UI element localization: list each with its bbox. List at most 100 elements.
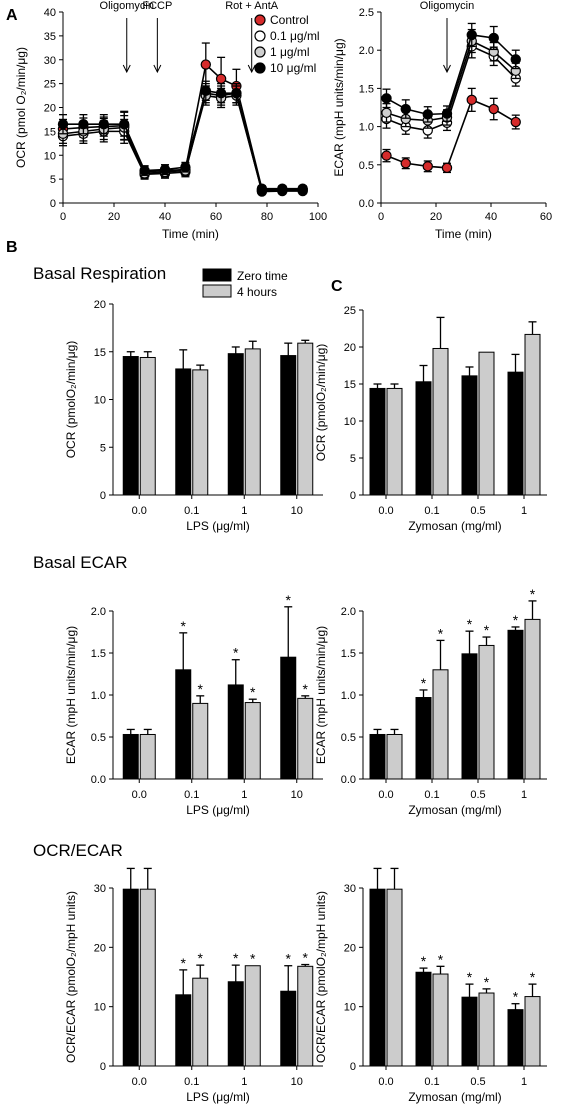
y-tick-label: 10 [94,1002,106,1014]
x-tick-label: 40 [159,211,171,223]
annotation-label: Oligomycin [100,0,154,12]
x-tick-label: 0 [378,211,384,223]
bar [192,702,209,780]
significance-star: * [484,622,490,638]
legend-marker [254,14,266,26]
x-tick-label: 40 [485,211,497,223]
x-tick-label: 100 [309,211,327,223]
legend-marker [254,30,266,42]
significance-star: * [467,616,473,632]
y-tick-label: 0.0 [341,774,356,786]
significance-star: * [181,955,187,971]
bar [244,702,261,780]
chart-a-right: 0.0 0.5 1.0 1.5 2.0 2.5 0 20 40 60 ECAR (mpH units… [332,0,552,241]
y-tick-label: 1.0 [341,690,356,702]
annotation-label: FCCP [142,0,172,12]
annotation-arrowhead [153,64,162,74]
data-point [488,103,499,115]
y-tick-label: 0 [100,490,106,502]
bar [175,669,192,780]
bar [507,371,524,496]
bar [507,1009,524,1067]
legend-label: Control [270,13,309,27]
bar [415,697,432,780]
x-tick-label: 0.0 [378,789,393,801]
panel-label-b: B [6,239,18,256]
y-tick-label: 0 [350,490,356,502]
legend-swatch [202,284,232,298]
bar [297,342,314,496]
y-tick-label: 5 [50,174,56,186]
data-point [466,94,477,106]
significance-star: * [421,953,427,969]
bar [524,333,541,496]
data-point [139,165,150,176]
x-tick-label: 10 [291,505,303,517]
x-tick-label: 0 [60,211,66,223]
bar [175,368,192,496]
annotation-arrowhead [247,64,256,74]
y-tick-label: 0.5 [341,732,356,744]
y-tick-label: 15 [94,347,106,359]
x-tick-label: 0.0 [132,505,147,517]
bar [461,653,478,780]
x-tick-label: 0.1 [184,1076,199,1088]
y-tick-label: 10 [44,150,56,162]
data-point [400,158,411,169]
y-tick-label: 1.5 [91,648,106,660]
significance-star: * [513,989,519,1005]
bar [369,733,386,780]
bar [122,733,139,780]
x-tick-label: 0.5 [470,505,485,517]
bar [139,888,156,1067]
legend-label: 1 μg/ml [270,45,310,59]
series [57,82,308,197]
y-tick-label: 2.0 [91,606,106,618]
bar [139,733,156,780]
y-tick-label: 2.0 [341,606,356,618]
significance-star: * [467,969,473,985]
y-tick-label: 2.0 [359,45,374,57]
bar [524,618,541,780]
bar [139,356,156,496]
x-axis-label: Zymosan (mg/ml) [408,519,501,533]
y-tick-label: 20 [94,942,106,954]
bar [432,347,449,496]
annotation-arrowhead [122,64,131,74]
chart-b-ecar: 0.0 0.5 1.0 1.5 2.0 ECAR (mpH units/min/μg) LP… [64,592,323,817]
annotation-label: Rot + AntA [225,0,279,12]
y-tick-label: 20 [44,103,56,115]
data-point [215,87,227,99]
y-tick-label: 30 [94,883,106,895]
y-tick-label: 1.0 [91,690,106,702]
x-tick-label: 0.5 [470,1076,485,1088]
data-point [422,161,433,172]
significance-star: * [303,950,309,966]
y-axis-label: OCR/ECAR (pmolO₂/mpH units) [314,891,328,1063]
series [57,80,308,195]
bar [478,992,495,1067]
annotation-label: Oligomycin [420,0,474,12]
significance-star: * [286,951,292,967]
data-point [381,93,392,104]
data-point [510,116,521,128]
y-tick-label: 10 [344,416,356,428]
y-axis-label: OCR (pmol O₂/min/μg) [14,47,28,168]
annotation-arrowhead [443,64,451,74]
bar [386,733,403,780]
y-tick-label: 30 [44,55,56,67]
data-point [180,161,191,173]
panel-label-a: A [6,7,18,24]
bar [280,355,297,496]
y-axis-label: OCR (pmolO₂/min/μg) [64,341,78,459]
data-point [441,162,453,174]
data-point [231,87,242,99]
bar [122,356,139,496]
y-tick-label: 20 [344,942,356,954]
row-title-basal-respiration: Basal Respiration [33,264,166,283]
y-axis-label: ECAR (mpH units/min/μg) [314,626,328,764]
y-tick-label: 1.5 [359,83,374,95]
y-tick-label: 25 [344,305,356,317]
bar [297,965,314,1067]
